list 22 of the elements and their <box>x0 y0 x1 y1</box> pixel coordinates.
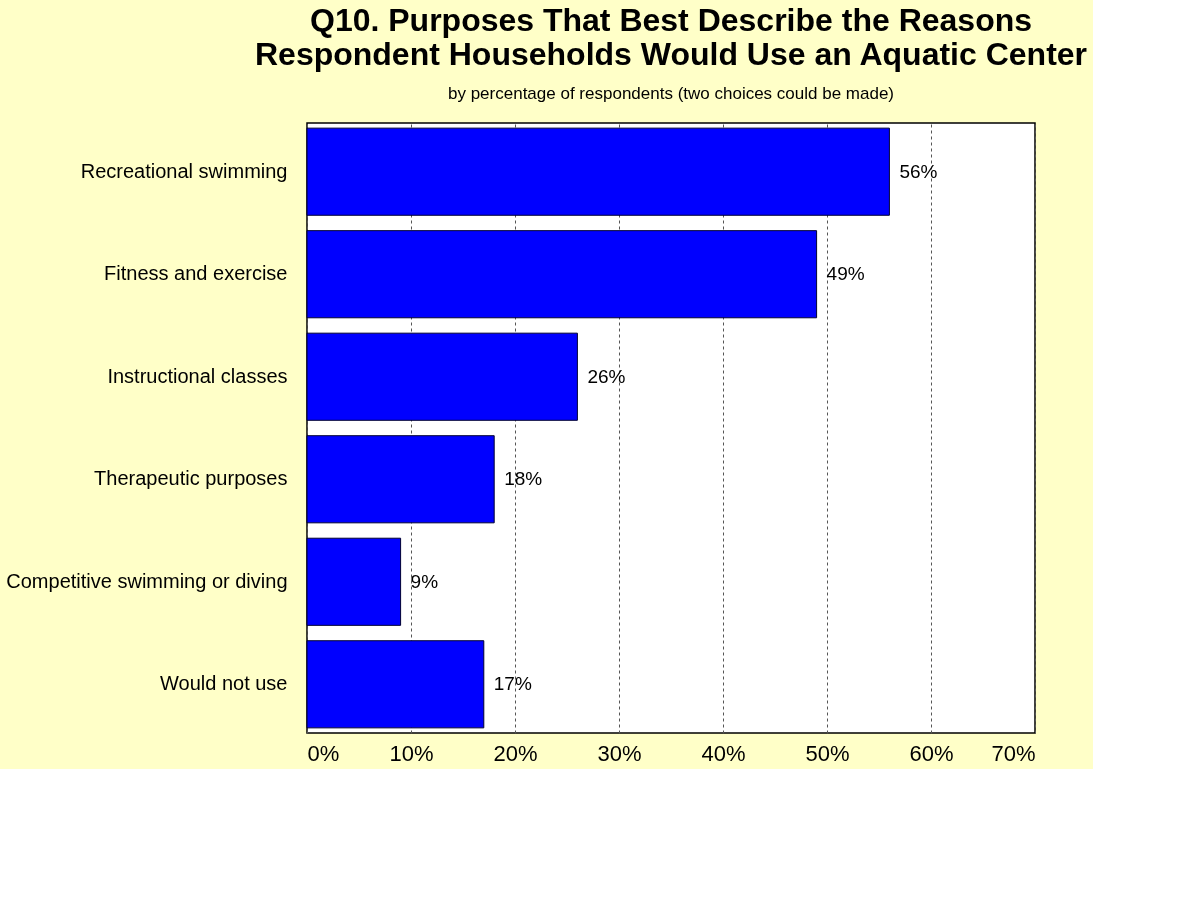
x-tick-label: 50% <box>805 740 850 766</box>
x-tick-label: 70% <box>991 740 1036 766</box>
data-label: 9% <box>410 570 439 592</box>
x-tick-label: 30% <box>597 740 642 766</box>
data-label: 26% <box>587 365 626 387</box>
chart-subtitle: by percentage of respondents (two choices could be made) <box>447 84 895 103</box>
x-tick-label: 40% <box>701 740 746 766</box>
chart-title: Q10. Purposes That Best Describe the Reasons Respondent Households Would Use an Aquatic Center <box>254 2 1088 72</box>
x-tick-label: 10% <box>389 740 434 766</box>
data-label: 17% <box>493 673 532 695</box>
x-tick-label: 60% <box>909 740 954 766</box>
y-tick-label: Recreational swimming <box>80 159 288 182</box>
y-tick-label: Therapeutic purposes <box>94 467 288 490</box>
y-tick-label: Fitness and exercise <box>104 262 288 285</box>
data-label: 56% <box>899 160 938 182</box>
data-label: 18% <box>504 468 543 490</box>
data-label: 49% <box>826 263 865 285</box>
y-tick-label: Competitive swimming or diving <box>6 569 288 592</box>
x-tick-label: 20% <box>493 740 538 766</box>
y-tick-label: Instructional classes <box>107 364 288 387</box>
x-tick-label: 0% <box>307 740 340 766</box>
y-tick-label: Would not use <box>160 672 288 695</box>
